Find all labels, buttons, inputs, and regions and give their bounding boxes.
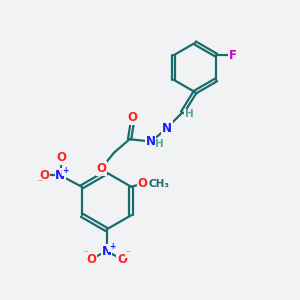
Text: O: O [86, 253, 96, 266]
Text: N: N [55, 169, 65, 182]
Text: O: O [96, 162, 106, 175]
Text: +: + [109, 242, 115, 251]
Text: O: O [117, 253, 127, 266]
Text: O: O [138, 177, 148, 190]
Text: N: N [162, 122, 172, 135]
Text: H: H [155, 139, 164, 149]
Text: O: O [40, 169, 50, 182]
Text: O: O [128, 111, 138, 124]
Text: ⁻: ⁻ [83, 248, 88, 257]
Text: ⁻: ⁻ [37, 177, 41, 186]
Text: N: N [146, 135, 156, 148]
Text: O: O [57, 152, 67, 164]
Text: F: F [229, 49, 237, 62]
Text: CH₃: CH₃ [148, 179, 170, 189]
Text: H: H [184, 109, 194, 119]
Text: N: N [101, 244, 112, 258]
Text: ⁻: ⁻ [125, 248, 130, 257]
Text: +: + [62, 166, 69, 175]
